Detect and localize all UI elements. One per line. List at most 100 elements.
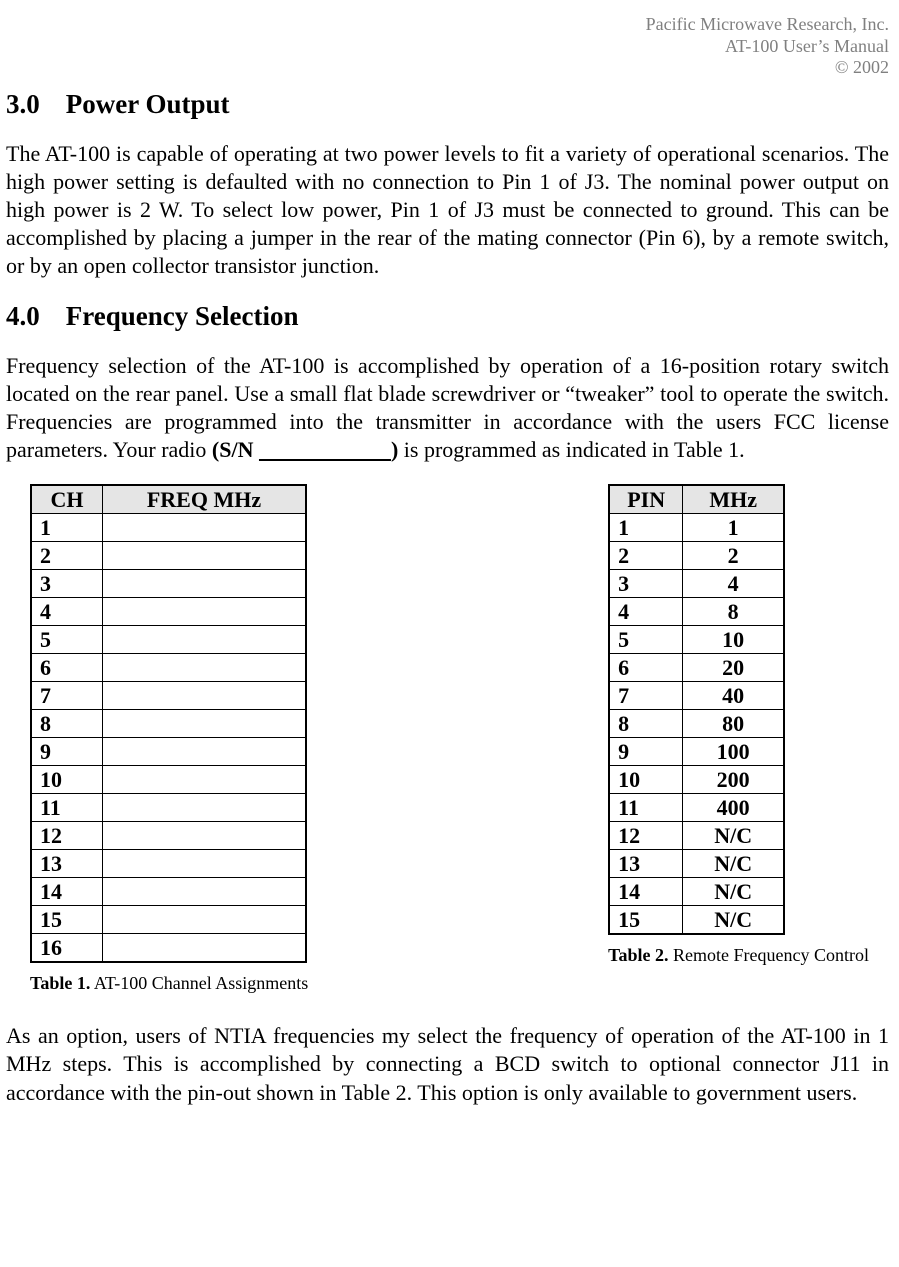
table-2-cell-mhz: 80 — [683, 710, 785, 738]
table-1-header-row: CH FREQ MHz — [31, 485, 306, 514]
table-row: 5 — [31, 626, 306, 654]
table-row: 10200 — [609, 766, 784, 794]
table-2-cell-mhz: 1 — [683, 514, 785, 542]
section-3-title: Power Output — [66, 89, 230, 119]
table-1-cell-ch: 10 — [31, 766, 103, 794]
table-2-cell-pin: 4 — [609, 598, 683, 626]
table-2-cell-pin: 12 — [609, 822, 683, 850]
table-row: 15 — [31, 906, 306, 934]
table-row: 11 — [31, 794, 306, 822]
sn-label: (S/N — [212, 437, 259, 462]
table-row: 48 — [609, 598, 784, 626]
header-company: Pacific Microwave Research, Inc. — [6, 14, 889, 36]
table-2-cell-pin: 1 — [609, 514, 683, 542]
table-row: 4 — [31, 598, 306, 626]
table-1-cell-ch: 11 — [31, 794, 103, 822]
table-1-cell-freq — [103, 654, 307, 682]
table-row: 11400 — [609, 794, 784, 822]
table-row: 16 — [31, 934, 306, 963]
table-2-caption-bold: Table 2. — [608, 945, 668, 965]
table-2-header-pin: PIN — [609, 485, 683, 514]
table-2-caption-rest: Remote Frequency Control — [669, 945, 869, 965]
table-2-cell-pin: 10 — [609, 766, 683, 794]
table-1-cell-ch: 5 — [31, 626, 103, 654]
table-2: PIN MHz 11223448510620740880910010200114… — [608, 484, 785, 935]
page-header: Pacific Microwave Research, Inc. AT-100 … — [6, 14, 889, 79]
table-2-cell-pin: 8 — [609, 710, 683, 738]
table-1-cell-freq — [103, 766, 307, 794]
table-1-caption-bold: Table 1. — [30, 973, 90, 993]
table-row: 7 — [31, 682, 306, 710]
table-2-cell-pin: 15 — [609, 906, 683, 935]
table-2-wrap: PIN MHz 11223448510620740880910010200114… — [608, 484, 869, 966]
section-4-text-after-sn: is programmed as indicated in Table 1. — [398, 437, 744, 462]
table-1-cell-freq — [103, 850, 307, 878]
table-1-cell-freq — [103, 514, 307, 542]
table-2-cell-pin: 3 — [609, 570, 683, 598]
table-1-header-freq: FREQ MHz — [103, 485, 307, 514]
table-1-cell-freq — [103, 794, 307, 822]
table-1-cell-ch: 3 — [31, 570, 103, 598]
table-1-cell-freq — [103, 542, 307, 570]
section-3-heading: 3.0Power Output — [6, 89, 889, 120]
table-row: 13N/C — [609, 850, 784, 878]
table-2-cell-pin: 2 — [609, 542, 683, 570]
table-row: 10 — [31, 766, 306, 794]
table-1-cell-ch: 13 — [31, 850, 103, 878]
table-2-header-row: PIN MHz — [609, 485, 784, 514]
table-1-cell-freq — [103, 934, 307, 963]
table-row: 14 — [31, 878, 306, 906]
table-1-cell-ch: 12 — [31, 822, 103, 850]
closing-paragraph: As an option, users of NTIA frequencies … — [6, 1022, 889, 1106]
table-2-cell-pin: 13 — [609, 850, 683, 878]
table-2-cell-pin: 5 — [609, 626, 683, 654]
table-1-cell-freq — [103, 710, 307, 738]
table-1-cell-freq — [103, 906, 307, 934]
table-1-cell-ch: 9 — [31, 738, 103, 766]
table-2-cell-mhz: 10 — [683, 626, 785, 654]
table-1-header-ch: CH — [31, 485, 103, 514]
table-2-cell-mhz: 4 — [683, 570, 785, 598]
table-row: 13 — [31, 850, 306, 878]
sn-blank — [259, 437, 391, 462]
table-2-cell-pin: 14 — [609, 878, 683, 906]
table-2-cell-mhz: N/C — [683, 850, 785, 878]
table-row: 22 — [609, 542, 784, 570]
table-row: 9100 — [609, 738, 784, 766]
table-1-cell-freq — [103, 682, 307, 710]
tables-row: CH FREQ MHz 12345678910111213141516 Tabl… — [6, 484, 889, 994]
table-2-cell-mhz: 20 — [683, 654, 785, 682]
section-4-heading: 4.0Frequency Selection — [6, 301, 889, 332]
table-row: 1 — [31, 514, 306, 542]
table-1-cell-freq — [103, 738, 307, 766]
table-1-cell-ch: 8 — [31, 710, 103, 738]
table-row: 14N/C — [609, 878, 784, 906]
table-row: 620 — [609, 654, 784, 682]
table-2-cell-mhz: 400 — [683, 794, 785, 822]
table-2-cell-pin: 9 — [609, 738, 683, 766]
table-2-cell-mhz: N/C — [683, 822, 785, 850]
table-1-caption-rest: AT-100 Channel Assignments — [90, 973, 308, 993]
table-1-cell-ch: 4 — [31, 598, 103, 626]
table-2-cell-mhz: 200 — [683, 766, 785, 794]
section-4-number: 4.0 — [6, 301, 40, 332]
table-2-caption: Table 2. Remote Frequency Control — [608, 945, 869, 966]
table-2-cell-mhz: 2 — [683, 542, 785, 570]
table-1-cell-freq — [103, 570, 307, 598]
table-1-caption: Table 1. AT-100 Channel Assignments — [30, 973, 308, 994]
table-row: 15N/C — [609, 906, 784, 935]
table-1: CH FREQ MHz 12345678910111213141516 — [30, 484, 307, 963]
table-row: 9 — [31, 738, 306, 766]
table-1-cell-freq — [103, 822, 307, 850]
header-copyright: © 2002 — [6, 57, 889, 79]
table-2-cell-mhz: N/C — [683, 906, 785, 935]
table-1-cell-ch: 2 — [31, 542, 103, 570]
table-row: 2 — [31, 542, 306, 570]
section-3-paragraph: The AT-100 is capable of operating at tw… — [6, 140, 889, 281]
table-row: 34 — [609, 570, 784, 598]
table-2-cell-mhz: 40 — [683, 682, 785, 710]
header-manual: AT-100 User’s Manual — [6, 36, 889, 58]
table-1-cell-ch: 16 — [31, 934, 103, 963]
table-row: 8 — [31, 710, 306, 738]
table-row: 740 — [609, 682, 784, 710]
